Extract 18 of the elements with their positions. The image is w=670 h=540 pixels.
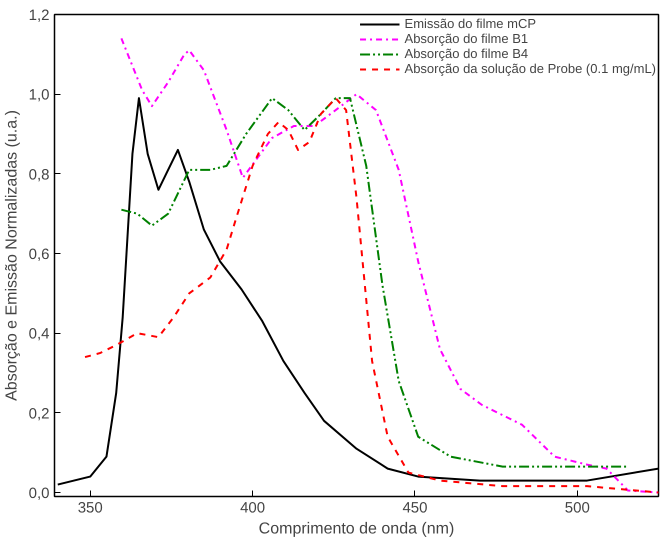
legend-label: Absorção do filme B1	[404, 31, 528, 46]
x-tick-label: 500	[564, 500, 590, 516]
legend-label: Emissão do filme mCP	[404, 16, 536, 31]
x-tick-label: 350	[78, 500, 103, 516]
y-axis-title: Absorção e Emissão Normalizadas (u.a.)	[4, 110, 21, 401]
line-series	[120, 97, 629, 468]
y-tick-label: 1,2	[28, 7, 50, 24]
x-tick-label: 450	[402, 500, 428, 516]
y-tick-label: 1,0	[28, 86, 50, 104]
legend-label: Absorção da solução de Probe (0.1 mg/mL)	[404, 61, 656, 76]
y-tick-label: 0,4	[28, 326, 50, 343]
y-tick-label: 0,8	[28, 166, 50, 184]
legend-label: Absorção do filme B4	[404, 46, 528, 61]
y-tick-label: 0,2	[28, 405, 50, 422]
y-tick-label: 0,0	[28, 485, 50, 502]
x-axis-title: Comprimento de onda (nm)	[258, 520, 454, 538]
y-tick-label: 0,6	[28, 246, 50, 264]
x-tick-label: 400	[240, 500, 266, 516]
